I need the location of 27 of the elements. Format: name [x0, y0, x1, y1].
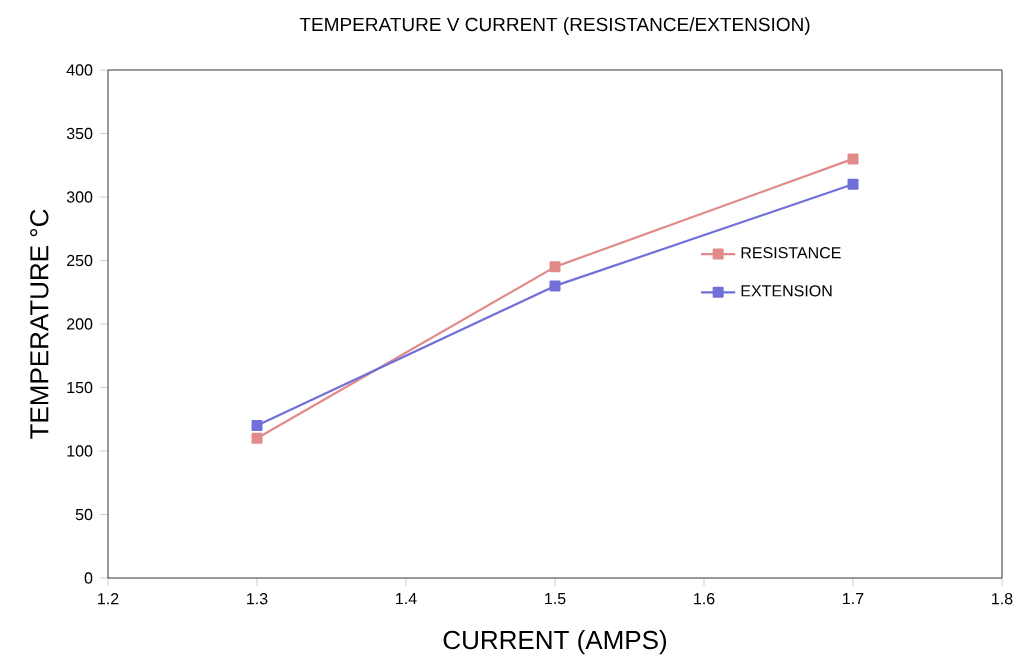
x-tick-label: 1.5 [545, 593, 566, 605]
point [251, 420, 263, 432]
y-tick-label: 300 [66, 191, 93, 203]
y-tick-label: 400 [66, 64, 93, 76]
x-tick-label: 1.8 [992, 593, 1013, 605]
y-axis-title: TEMPERATURE °C [30, 209, 49, 439]
y-tick-label: 150 [67, 381, 93, 394]
legend-label: RESISTANCE [741, 247, 841, 259]
x-tick-label: 1.7 [843, 593, 864, 605]
x-tick-label: 1.4 [396, 593, 417, 605]
point [847, 153, 859, 165]
point [549, 261, 561, 273]
x-axis-title: CURRENT (AMPS) [443, 630, 667, 655]
y-tick-label: 0 [84, 572, 93, 584]
chart-title: TEMPERATURE V CURRENT (RESISTANCE/EXTENSION) [299, 17, 810, 35]
legend-label: EXTENSION [741, 285, 832, 297]
y-tick-label: 350 [66, 127, 93, 140]
point [549, 280, 561, 292]
y-tick-label: 250 [67, 254, 93, 267]
x-tick-label: 1.2 [98, 593, 119, 605]
y-tick-label: 200 [67, 318, 93, 330]
y-tick-label: 100 [67, 445, 93, 457]
x-tick-label: 1.3 [247, 593, 268, 605]
y-tick-label: 50 [75, 508, 93, 521]
x-tick-label: 1.6 [694, 593, 715, 605]
point [847, 178, 859, 190]
point [251, 432, 263, 444]
